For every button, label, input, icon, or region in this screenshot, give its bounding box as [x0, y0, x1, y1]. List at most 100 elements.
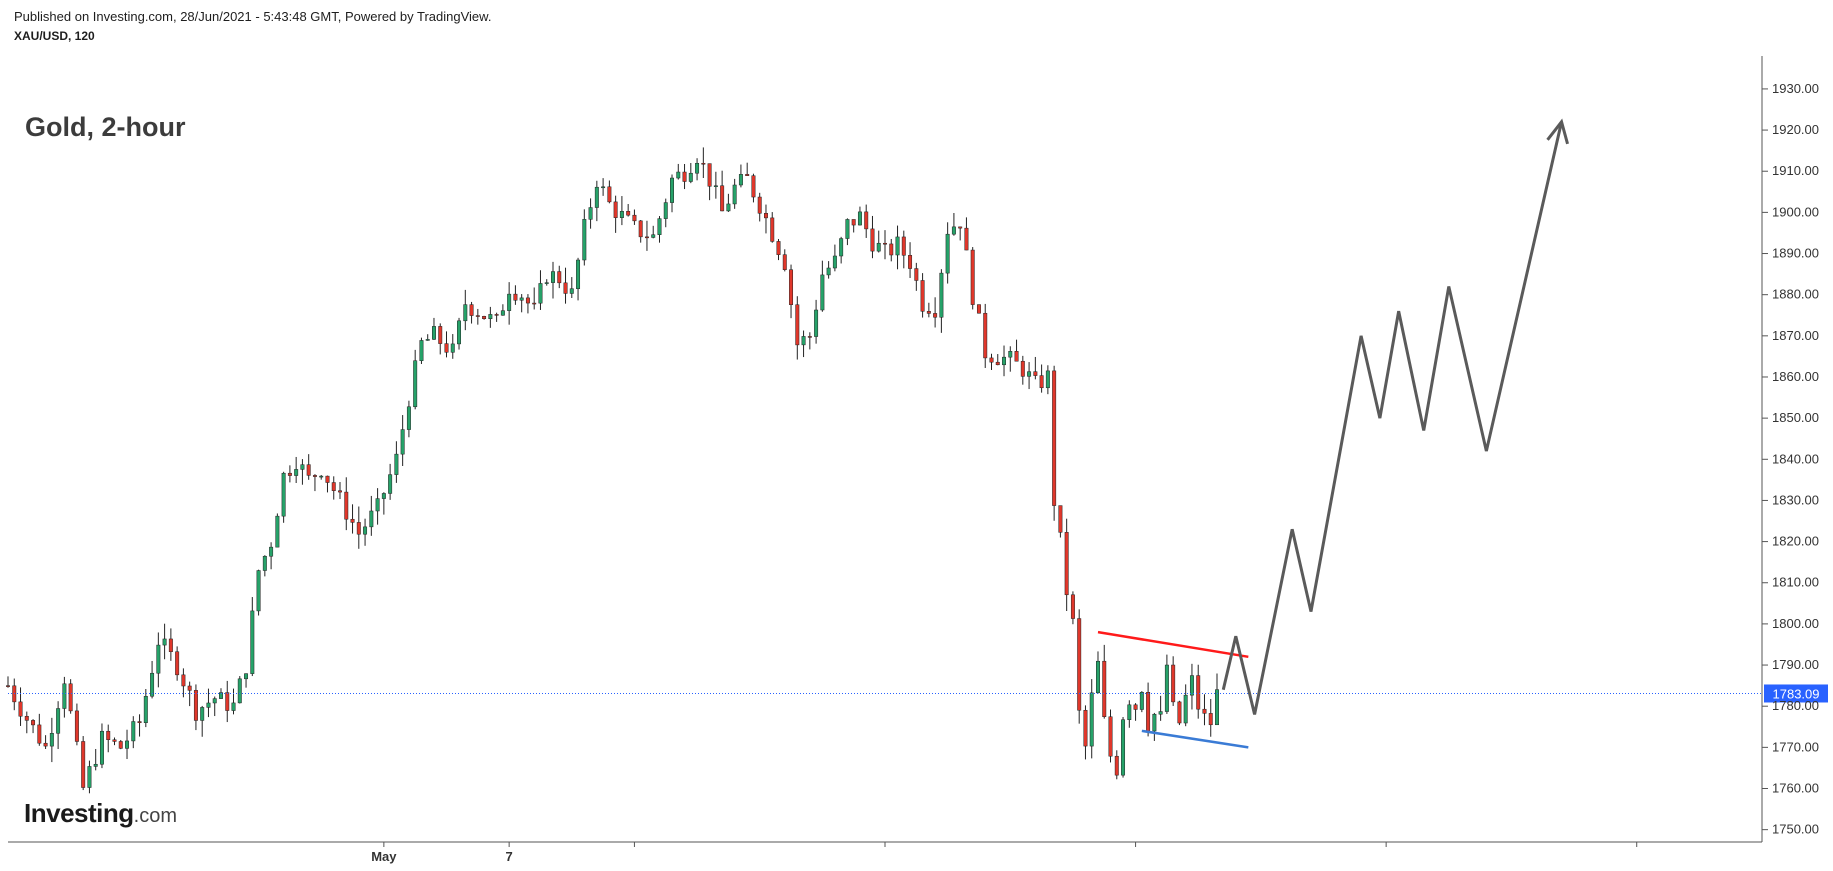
- candle-down: [883, 242, 887, 245]
- candle-up: [814, 309, 819, 337]
- candle-up: [582, 219, 587, 261]
- candle-up: [1183, 694, 1188, 724]
- candle-down: [168, 638, 173, 652]
- candle-down: [757, 196, 762, 214]
- candle-down: [720, 185, 725, 212]
- y-tick-label: 1770.00: [1772, 739, 1819, 754]
- candle-up: [619, 211, 624, 218]
- candle-up: [945, 233, 950, 274]
- candle-up: [939, 272, 944, 318]
- investing-logo: Investing .com: [24, 798, 177, 829]
- candle-up: [56, 708, 61, 734]
- y-tick-label: 1870.00: [1772, 328, 1819, 343]
- chart-overlays: 1783.09: [8, 118, 1828, 749]
- candle-up: [569, 288, 574, 294]
- candle-down: [1108, 716, 1113, 757]
- candle-down: [1202, 708, 1207, 714]
- candle-down: [1208, 713, 1213, 726]
- candle-up: [726, 203, 731, 212]
- candle-up: [1127, 704, 1132, 720]
- candle-down: [494, 314, 499, 316]
- candle-down: [525, 297, 530, 304]
- candle-up: [688, 172, 693, 182]
- resistance-trendline: [1097, 630, 1249, 659]
- candle-down: [532, 302, 537, 305]
- candle-down: [914, 268, 919, 281]
- candle-up: [388, 474, 393, 494]
- candle-up: [375, 498, 380, 512]
- candle-up: [250, 610, 255, 674]
- candle-up: [425, 339, 430, 341]
- candle-down: [225, 692, 230, 711]
- candle-down: [1177, 701, 1182, 724]
- candle-up: [319, 475, 324, 478]
- candle-down: [1083, 709, 1088, 747]
- candle-down: [632, 214, 637, 222]
- candle-up: [538, 283, 543, 304]
- candle-up: [219, 692, 223, 699]
- candle-up: [363, 526, 368, 535]
- y-tick-label: 1760.00: [1772, 781, 1819, 796]
- published-info: Published on Investing.com, 28/Jun/2021 …: [14, 9, 492, 24]
- candle-down: [782, 254, 787, 270]
- candle-up: [676, 171, 681, 179]
- candle-down: [682, 171, 687, 182]
- candle-up: [212, 698, 217, 704]
- candle-down: [1020, 360, 1025, 377]
- candle-down: [751, 175, 756, 198]
- candle-up: [594, 186, 599, 208]
- y-tick-label: 1920.00: [1772, 122, 1819, 137]
- candle-up: [269, 546, 274, 557]
- candle-up: [832, 255, 837, 269]
- candle-up: [131, 721, 136, 742]
- candle-up: [206, 702, 211, 708]
- candle-up: [732, 184, 737, 205]
- candle-up: [519, 297, 524, 301]
- candle-up: [431, 326, 436, 340]
- candle-down: [789, 269, 794, 305]
- candle-down: [1033, 371, 1038, 376]
- candle-down: [920, 280, 925, 312]
- x-tick-label: 7: [506, 849, 513, 864]
- candle-up: [413, 360, 418, 408]
- candle-up: [419, 340, 424, 361]
- candle-up: [576, 259, 581, 289]
- candle-up: [839, 238, 844, 257]
- candle-down: [24, 715, 29, 721]
- y-tick-label: 1910.00: [1772, 163, 1819, 178]
- candle-down: [193, 690, 198, 721]
- candle-up: [738, 174, 743, 186]
- chart-axes: 1750.00 1760.00 1770.00 1780.00 1790.00 1800.…: [8, 56, 1819, 864]
- candle-up: [394, 453, 399, 475]
- candle-down: [701, 162, 706, 165]
- candle-up: [457, 320, 462, 345]
- candle-up: [162, 638, 167, 646]
- y-tick-label: 1860.00: [1772, 369, 1819, 384]
- y-tick-label: 1830.00: [1772, 492, 1819, 507]
- candle-down: [563, 282, 568, 294]
- candle-up: [876, 242, 881, 252]
- candle-up: [1158, 711, 1163, 715]
- y-tick-label: 1850.00: [1772, 410, 1819, 425]
- candle-down: [475, 315, 480, 317]
- y-tick-label: 1820.00: [1772, 534, 1819, 549]
- candle-down: [970, 249, 975, 305]
- y-tick-label: 1900.00: [1772, 204, 1819, 219]
- candle-down: [557, 271, 562, 284]
- candle-up: [1008, 351, 1013, 358]
- current-price-label: 1783.09: [1773, 686, 1820, 701]
- candle-up: [400, 429, 405, 455]
- candle-down: [626, 211, 631, 216]
- candle-up: [857, 211, 862, 226]
- candle-up: [1139, 692, 1144, 710]
- candle-up: [1027, 371, 1032, 377]
- candle-down: [851, 219, 856, 226]
- candle-down: [187, 685, 192, 691]
- candle-up: [588, 207, 593, 220]
- candle-up: [651, 234, 656, 238]
- candle-down: [1070, 594, 1075, 619]
- candle-down: [338, 490, 342, 493]
- candle-up: [1152, 713, 1157, 732]
- y-tick-label: 1930.00: [1772, 81, 1819, 96]
